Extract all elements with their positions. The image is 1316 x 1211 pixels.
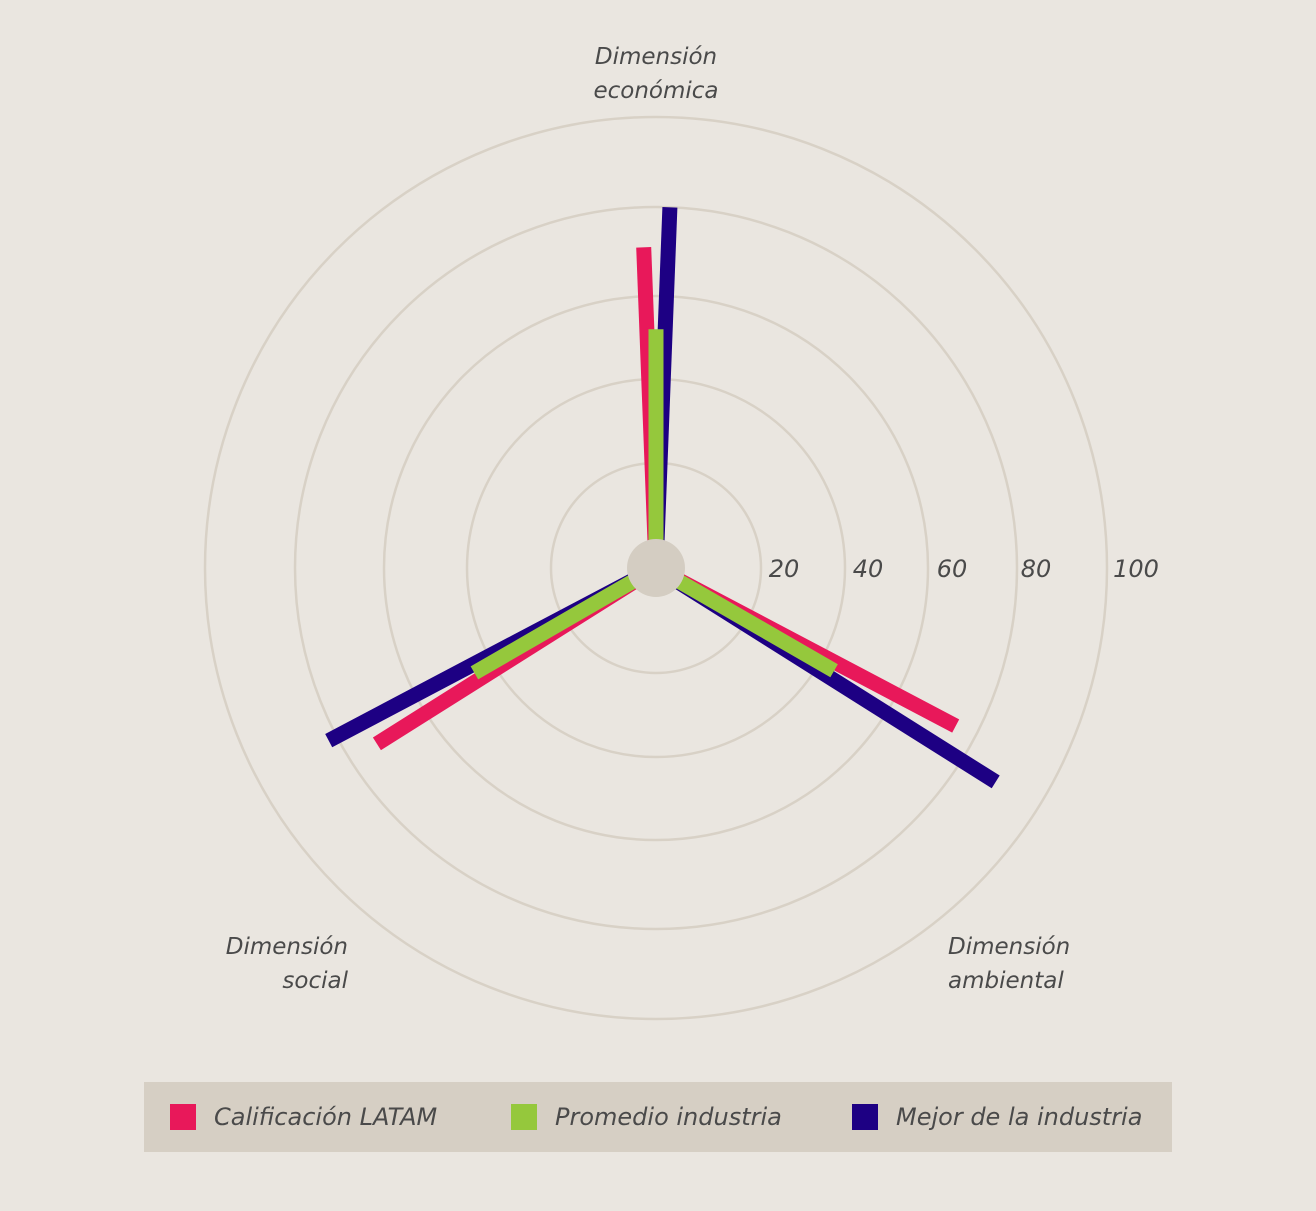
axis-label-economica-line1: Dimensión [595, 44, 717, 70]
tick-label-80: 80 [1021, 555, 1052, 583]
axis-label-ambiental: Dimensión ambiental [948, 934, 1070, 994]
axis-label-ambiental-line2: ambiental [948, 968, 1064, 994]
axis-label-social-line1: Dimensión [226, 934, 348, 960]
tick-label-60: 60 [937, 555, 968, 583]
radial-ticks: 20 40 60 80 100 [769, 555, 1159, 583]
bar-promedio-industria-social [470, 561, 660, 680]
legend: Calificación LATAM Promedio industria Me… [144, 1082, 1172, 1152]
grid-circle-100 [203, 115, 1109, 1021]
legend-item-calificacion-latam: Calificación LATAM [170, 1082, 437, 1152]
axis-label-social: Dimensión social [226, 934, 349, 994]
grid-circle-80 [293, 205, 1019, 931]
legend-item-mejor-de-la-industria: Mejor de la industria [852, 1082, 1142, 1152]
axis-label-economica: Dimensión económica [593, 44, 718, 104]
legend-swatch-promedio-industria [511, 1104, 537, 1130]
legend-label-promedio-industria: Promedio industria [555, 1103, 782, 1131]
tick-label-20: 20 [769, 555, 800, 583]
center-hub [627, 539, 685, 597]
legend-label-mejor-de-la-industria: Mejor de la industria [896, 1103, 1143, 1131]
axis-label-ambiental-line1: Dimensión [948, 934, 1070, 960]
grid-circle-60 [382, 294, 930, 842]
tick-label-40: 40 [853, 555, 884, 583]
bar-promedio-industria-ambiental [652, 561, 838, 678]
legend-swatch-mejor-de-la-industria [852, 1104, 878, 1130]
legend-swatch-calificacion-latam [170, 1104, 196, 1130]
legend-label-calificacion-latam: Calificación LATAM [214, 1103, 438, 1131]
series-bars [325, 207, 1000, 789]
axis-label-economica-line2: económica [593, 78, 718, 104]
tick-label-100: 100 [1113, 555, 1159, 583]
chart-plot: 20 40 60 80 100 Dimensión económica Dime… [203, 44, 1159, 1021]
legend-item-promedio-industria: Promedio industria [511, 1082, 782, 1152]
axis-label-social-line2: social [282, 968, 348, 994]
